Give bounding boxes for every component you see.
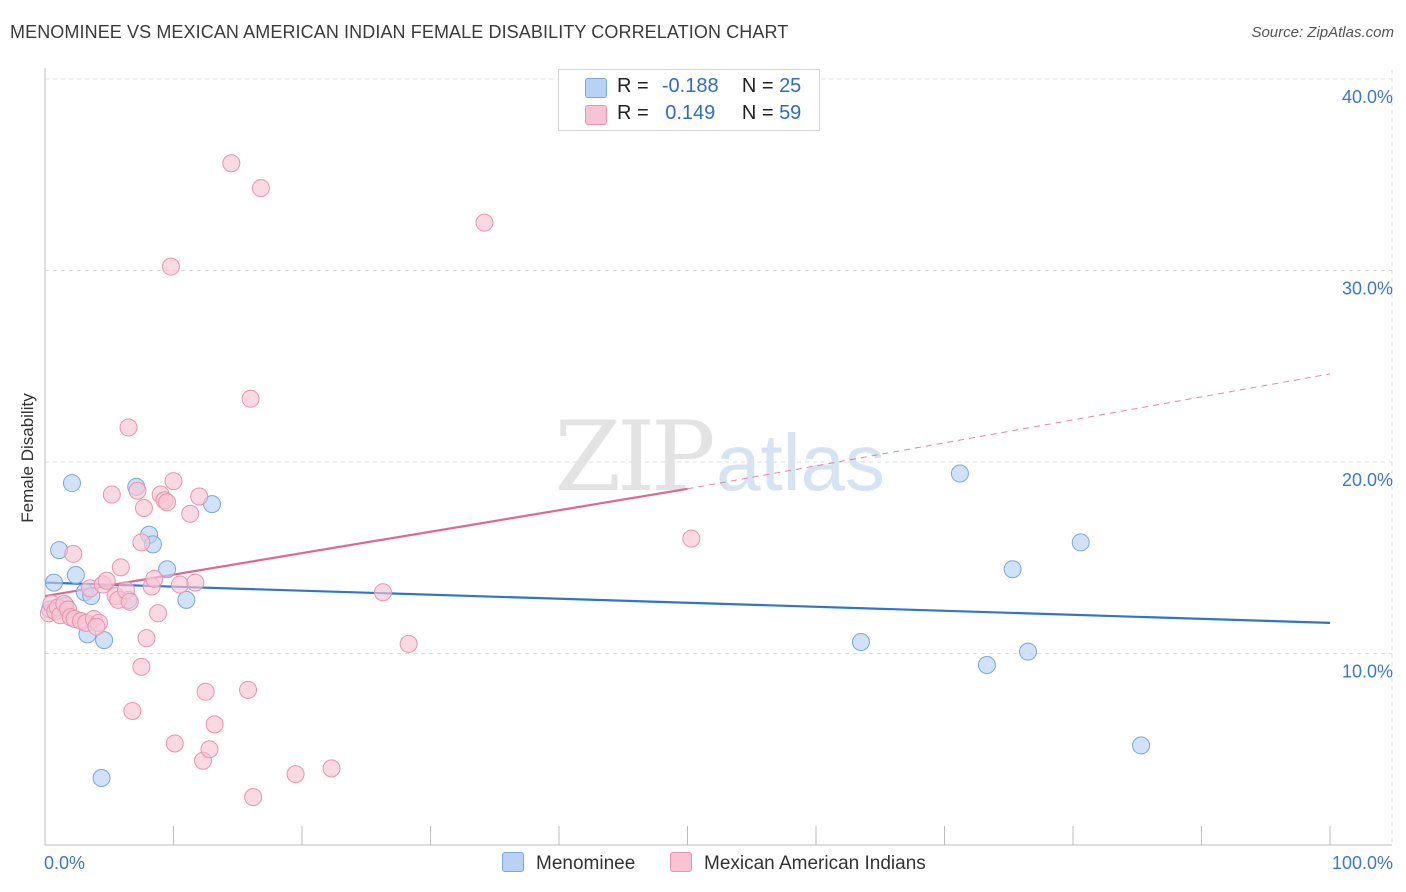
mexican-american-indians-point — [137, 629, 156, 648]
mexican-american-indians-point — [134, 498, 153, 517]
mexican-american-indians-point — [149, 604, 168, 623]
bottom-legend-mexican-american-indians: Mexican American Indians — [670, 852, 926, 875]
mexican-american-indians-point — [120, 592, 139, 611]
legend-n-label: N = — [741, 75, 774, 97]
mexican-american-indians-point — [181, 504, 200, 523]
menominee-point — [95, 631, 114, 650]
mexican-american-indians-point — [119, 418, 138, 437]
mexican-american-indians-point — [239, 680, 258, 699]
watermark-zip: ZIP — [554, 401, 713, 513]
mexican-american-indians-point — [165, 734, 184, 753]
mexican-american-indians-point — [196, 682, 215, 701]
bottom-legend-label: Menominee — [536, 853, 636, 874]
legend-n-value: 59 — [779, 102, 802, 124]
x-tick-label-min: 0.0% — [44, 853, 85, 873]
mexican-american-indians-point — [102, 485, 121, 504]
legend-n-value: 25 — [779, 75, 802, 97]
mexican-american-indians-point — [97, 571, 116, 590]
menominee-point — [977, 655, 996, 674]
mexican-american-indians-point — [161, 257, 180, 276]
y-tick-label: 40.0% — [1342, 87, 1393, 107]
menominee-point — [851, 633, 870, 652]
chart-title: MENOMINEE VS MEXICAN AMERICAN INDIAN FEM… — [10, 22, 789, 42]
mexican-american-indians-point — [87, 617, 106, 636]
mexican-american-indians-point — [158, 493, 177, 512]
y-tick-label: 30.0% — [1342, 279, 1393, 299]
data-points — [39, 154, 1151, 807]
mexican-american-indians-point — [322, 759, 341, 778]
menominee-point — [66, 565, 85, 584]
legend-r-value: 0.149 — [665, 102, 716, 124]
gridlines — [45, 70, 1393, 845]
watermark-atlas: atlas — [716, 418, 885, 507]
mexican-american-indians-point — [123, 701, 142, 720]
mexican-american-indians-point — [200, 740, 219, 759]
tick-labels: 10.0% 20.0% 30.0% 40.0% 0.0% 100.0% — [44, 87, 1393, 873]
legend-swatch-blue — [585, 78, 607, 98]
menominee-point — [177, 590, 196, 609]
mexican-american-indians-point — [170, 575, 189, 594]
legend-swatch-pink — [585, 105, 607, 125]
bottom-legend-swatch-pink — [670, 852, 692, 872]
mexican-american-indians-point — [244, 788, 263, 807]
mexican-american-indians-point — [373, 583, 392, 602]
y-tick-label: 10.0% — [1342, 662, 1393, 682]
mexican-american-indians-point — [128, 481, 147, 500]
mexican-american-indians-point — [111, 558, 130, 577]
x-tick-label-max: 100.0% — [1332, 853, 1393, 873]
mexican-american-indians-point — [475, 213, 494, 232]
mexican-american-indians-point — [186, 573, 205, 592]
menominee-point — [1071, 533, 1090, 552]
menominee-point — [950, 464, 969, 483]
mexican-american-indians-point — [286, 765, 305, 784]
mexican-american-indians-point — [145, 569, 164, 588]
menominee-point — [44, 573, 63, 592]
bottom-legend-label: Mexican American Indians — [704, 853, 926, 874]
stats-legend: R = -0.188 N = 25 R = 0.149 N = 59 — [558, 69, 820, 131]
menominee-trend-line — [44, 581, 1331, 624]
y-tick-label: 20.0% — [1342, 470, 1393, 490]
mexican-american-indians-point — [190, 487, 209, 506]
mexican-american-indians-point — [399, 634, 418, 653]
mexican-american-indians-point — [222, 154, 241, 173]
menominee-point — [158, 560, 177, 579]
mexican-american-indians-point — [164, 472, 183, 491]
axes — [44, 68, 1392, 846]
mexican-american-indians-point — [241, 389, 260, 408]
mexican-american-indians-point — [132, 533, 151, 552]
mexican-american-indians-point — [682, 529, 701, 548]
menominee-point — [92, 768, 111, 787]
mexican-american-indians-point — [132, 657, 151, 676]
mexican-american-indians-point — [205, 715, 224, 734]
source-label: Source: ZipAtlas.com — [1251, 24, 1394, 41]
legend-r-label: R = — [617, 102, 649, 124]
menominee-point — [62, 474, 81, 493]
legend-r-value: -0.188 — [661, 75, 719, 97]
legend-n-label: N = — [741, 102, 774, 124]
legend-r-label: R = — [617, 75, 649, 97]
menominee-point — [1003, 560, 1022, 579]
mexican-american-indians-trend-extension — [687, 373, 1331, 490]
menominee-point — [1019, 642, 1038, 661]
mexican-american-indians-point — [251, 179, 270, 198]
menominee-point — [1132, 736, 1151, 755]
mexican-american-indians-point — [64, 544, 83, 563]
bottom-legend-menominee: Menominee — [502, 852, 635, 875]
bottom-legend-swatch-blue — [502, 852, 524, 872]
watermark: ZIP atlas — [554, 401, 885, 513]
